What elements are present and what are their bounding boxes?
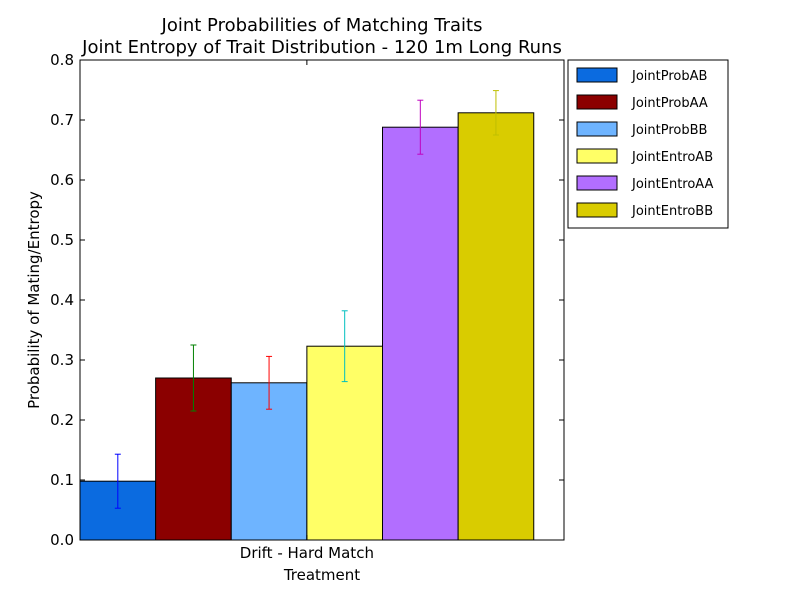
y-axis-label: Probability of Mating/Entropy	[25, 191, 43, 409]
y-tick-label: 0.7	[50, 111, 74, 129]
chart-title-line2: Joint Entropy of Trait Distribution - 12…	[81, 37, 562, 58]
legend-label: JointEntroAB	[631, 150, 713, 165]
y-tick-label: 0.0	[50, 531, 74, 549]
legend-swatch	[576, 148, 618, 164]
y-tick-label: 0.8	[50, 51, 74, 69]
bar	[382, 126, 459, 541]
legend-swatch	[576, 121, 618, 137]
y-tick-label: 0.6	[50, 171, 74, 189]
legend: JointProbAB JointProbAA JointProbBB JointEn…	[567, 59, 729, 229]
axes-layer: 0.0 0.1 0.2 0.3 0.4 0.5 0.6 0.7 0.8 Drift - Hard …	[50, 51, 565, 562]
legend-label: JointEntroAA	[631, 177, 714, 192]
legend-label: JointProbAB	[631, 69, 707, 84]
legend-swatch	[576, 175, 618, 191]
legend-label: JointProbAA	[631, 96, 708, 111]
bar	[457, 112, 535, 541]
bars-layer	[79, 90, 535, 541]
x-tick-label: Drift - Hard Match	[240, 544, 374, 562]
legend-box	[567, 59, 729, 229]
legend-swatch	[576, 67, 618, 83]
y-tick-label: 0.4	[50, 291, 74, 309]
legend-label: JointEntroBB	[631, 204, 713, 219]
chart-title-line1: Joint Probabilities of Matching Traits	[161, 15, 483, 36]
y-tick-label: 0.2	[50, 411, 74, 429]
y-tick-label: 0.5	[50, 231, 74, 249]
y-tick-label: 0.1	[50, 471, 74, 489]
legend-swatch	[576, 94, 618, 110]
x-axis-label: Treatment	[283, 566, 360, 584]
y-tick-label: 0.3	[50, 351, 74, 369]
legend-label: JointProbBB	[631, 123, 707, 138]
legend-swatch	[576, 202, 618, 218]
